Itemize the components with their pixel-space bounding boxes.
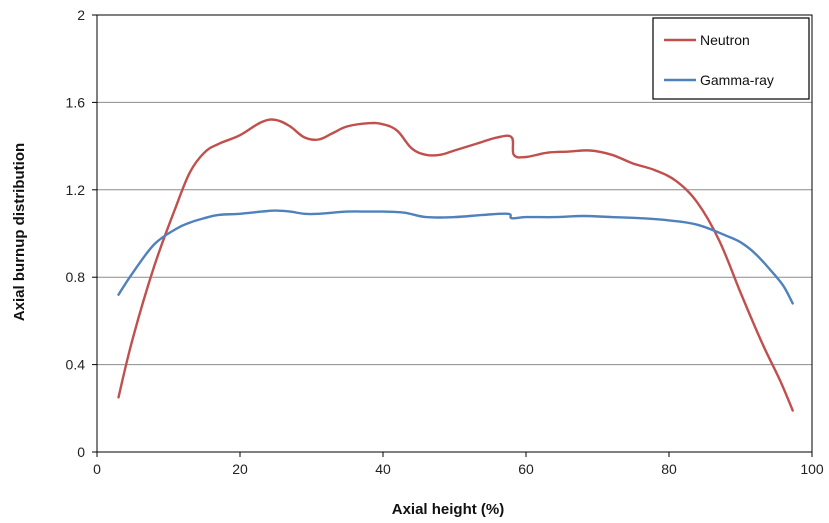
legend-label-neutron: Neutron xyxy=(700,32,750,48)
legend-label-gamma-ray: Gamma-ray xyxy=(700,72,774,88)
tick-labels: 0 20 40 60 80 100 0 0.4 0.8 1.2 1.6 2 xyxy=(66,7,824,477)
plot-frame xyxy=(96,14,813,453)
y-tick-label: 0.8 xyxy=(66,269,86,285)
axes xyxy=(92,14,813,457)
x-tick-label: 80 xyxy=(661,461,677,477)
x-tick-label: 40 xyxy=(375,461,391,477)
y-tick-label: 1.6 xyxy=(66,94,86,110)
x-axis-title: Axial height (%) xyxy=(392,501,505,518)
series-line-gamma-ray xyxy=(117,209,794,305)
series-lines xyxy=(117,118,794,412)
series-line-neutron xyxy=(117,118,794,412)
legend: Neutron Gamma-ray xyxy=(652,17,810,100)
y-tick-label: 0 xyxy=(77,444,85,460)
x-tick-label: 100 xyxy=(800,461,824,477)
legend-box xyxy=(652,17,810,100)
y-tick-label: 2 xyxy=(77,7,85,23)
x-tick-label: 60 xyxy=(518,461,534,477)
x-tick-label: 0 xyxy=(93,461,101,477)
y-tick-label: 0.4 xyxy=(66,357,86,373)
x-tick-label: 20 xyxy=(232,461,248,477)
y-axis-title: Axial burnup distribution xyxy=(11,143,28,321)
y-tick-label: 1.2 xyxy=(66,182,86,198)
